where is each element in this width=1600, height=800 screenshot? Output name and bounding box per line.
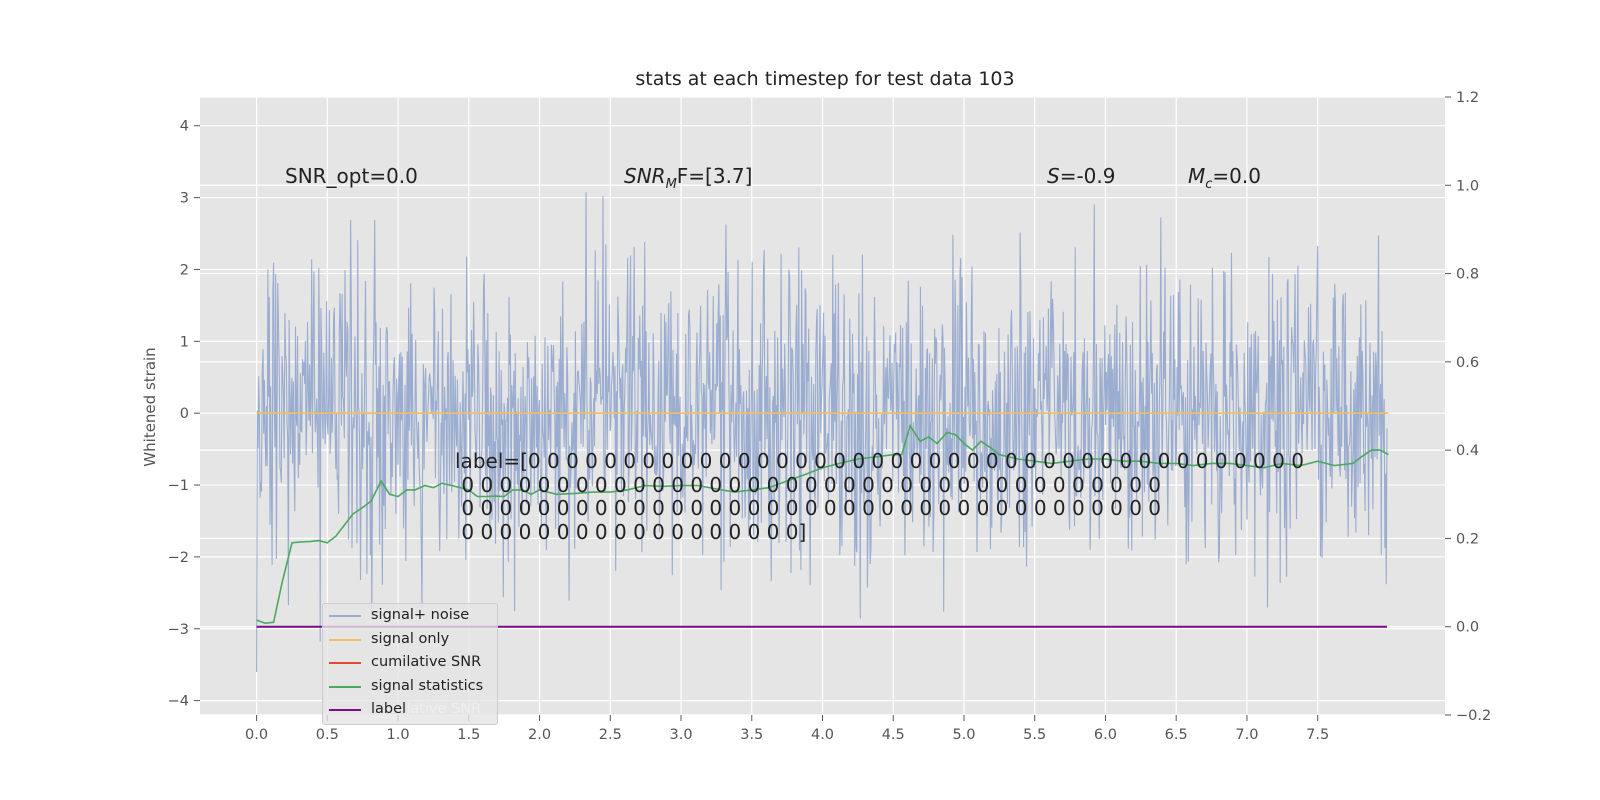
legend-item: signal statistics: [323, 675, 497, 699]
legend-item: signal only: [323, 628, 497, 652]
legend-item: signal+ noise: [323, 604, 497, 628]
x-axis-ticks: 0.0 0.5 1.0 1.5 2.0 2.5 3.0 3.5 4.0 4.5 5.0 5.5 6.0 6…: [245, 715, 1329, 743]
legend-swatch: [329, 709, 361, 711]
y-tick-label: −3: [168, 622, 189, 638]
x-tick-label: 6.5: [1165, 727, 1188, 743]
y2-tick-label: 0.0: [1456, 620, 1479, 636]
x-tick-label: 3.5: [740, 727, 763, 743]
x-tick-label: 0.0: [245, 727, 268, 743]
x-tick-label: 4.5: [882, 727, 905, 743]
legend-label: label: [371, 701, 407, 717]
legend: signal+ noise signal only cumilative SNR si…: [322, 603, 498, 725]
spin-annotation: S=-0.9: [1047, 164, 1115, 188]
chirp-mass-annotation: Mc=0.0: [1188, 164, 1261, 192]
y-tick-label: 1: [180, 334, 189, 350]
x-tick-label: 4.0: [811, 727, 834, 743]
x-tick-label: 2.5: [599, 727, 622, 743]
legend-swatch: [329, 662, 361, 664]
spin-symbol: S: [1047, 164, 1060, 188]
snr-mf-value: F=[3.7]: [676, 164, 753, 188]
legend-label: signal only: [371, 630, 450, 647]
spin-value: =-0.9: [1059, 164, 1116, 188]
y2-tick-label: 0.6: [1456, 355, 1479, 371]
y-axis-label: Whitened strain: [141, 347, 159, 467]
y-axis-ticks: 4 3 2 1 0 −1 −2 −3 −4: [168, 119, 200, 710]
chirp-mass-value: =0.0: [1212, 164, 1261, 188]
snr-mf-annotation: SNRMF=[3.7]: [624, 164, 752, 192]
y-tick-label: 2: [180, 262, 189, 278]
y-tick-label: −1: [168, 478, 189, 494]
y2-axis-ticks: 1.2 1.0 0.8 0.6 0.4 0.2 0.0 −0.2: [1445, 90, 1491, 724]
y2-tick-label: 0.2: [1456, 531, 1479, 547]
x-tick-label: 0.5: [316, 727, 339, 743]
chart-title: stats at each timestep for test data 103: [635, 68, 1015, 90]
chirp-mass-subscript: c: [1205, 177, 1213, 192]
x-tick-label: 3.0: [669, 727, 692, 743]
legend-label: cumilative SNR: [371, 654, 482, 670]
snr-mf-symbol: SNR: [624, 164, 666, 188]
legend-ghost-text: cumilative SNR: [406, 701, 482, 717]
y2-tick-label: 0.4: [1456, 443, 1479, 459]
legend-swatch: [329, 615, 361, 617]
x-tick-label: 2.0: [528, 727, 551, 743]
x-tick-label: 1.0: [387, 727, 410, 743]
x-tick-label: 1.5: [457, 727, 480, 743]
y-tick-label: 4: [180, 119, 189, 135]
snr-mf-subscript: M: [665, 177, 677, 192]
x-tick-label: 7.5: [1306, 727, 1329, 743]
y-tick-label: −2: [168, 550, 189, 566]
chirp-mass-symbol: M: [1188, 164, 1206, 188]
y2-tick-label: 1.2: [1456, 90, 1479, 106]
series-line-signal-statistics: [256, 423, 1389, 625]
legend-swatch: [329, 685, 361, 688]
series-signal-noise: [256, 192, 1388, 673]
y2-tick-label: −0.2: [1456, 708, 1491, 724]
snr-opt-annotation: SNR_opt=0.0: [285, 164, 418, 188]
y-tick-label: −4: [168, 694, 189, 710]
y2-tick-label: 0.8: [1456, 267, 1479, 283]
legend-item: label: [323, 698, 497, 722]
legend-swatch: [329, 638, 361, 641]
x-tick-label: 7.0: [1235, 727, 1258, 743]
legend-item: cumilative SNR: [323, 651, 497, 675]
x-tick-label: 6.0: [1094, 727, 1117, 743]
legend-label: signal+ noise: [371, 607, 470, 623]
y-tick-label: 0: [180, 406, 189, 422]
signal-noise-line: [256, 192, 1388, 673]
x-tick-label: 5.0: [952, 727, 975, 743]
label-annotation: label=[0 0 0 0 0 0 0 0 0 0 0 0 0 0 0 0 0…: [455, 449, 1304, 544]
y-tick-label: 3: [180, 191, 189, 207]
y2-tick-label: 1.0: [1456, 178, 1479, 194]
legend-label: signal statistics: [371, 677, 484, 694]
x-tick-label: 5.5: [1023, 727, 1046, 743]
